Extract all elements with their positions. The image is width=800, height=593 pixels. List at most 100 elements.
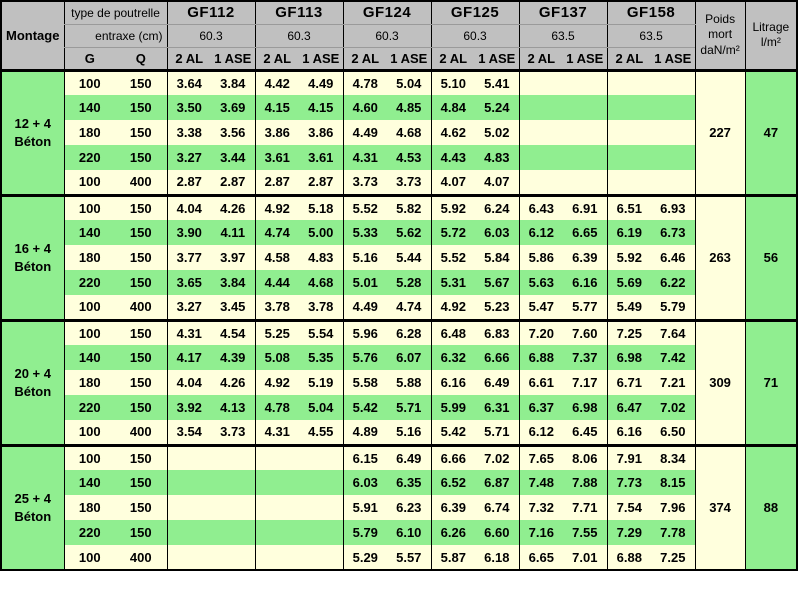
al-value-gf112: 3.38: [166, 120, 212, 145]
ase-value-gf125: 6.49: [475, 370, 520, 395]
al-value-gf113: 5.25: [254, 318, 300, 345]
ase-value-gf112: 4.26: [211, 370, 256, 395]
al-value-gf137: [518, 68, 564, 95]
al-value-gf125: 5.99: [430, 395, 476, 420]
al-value-gf125: 4.43: [430, 145, 476, 170]
al-value-gf124: 6.03: [342, 470, 388, 495]
entraxe-gf113: 60.3: [254, 24, 344, 48]
al-value-gf112: [166, 470, 212, 495]
al-value-gf124: 5.29: [342, 545, 388, 570]
ase-value-gf158: 6.93: [651, 193, 696, 220]
litrage-value: 56: [744, 193, 798, 320]
al-value-gf124: 5.33: [342, 220, 388, 245]
g-value: 100: [63, 318, 115, 345]
ase-value-gf137: [563, 145, 608, 170]
al-value-gf112: 3.77: [166, 245, 212, 270]
ase-value-gf158: 7.21: [651, 370, 696, 395]
q-value: 150: [115, 220, 168, 245]
ase-value-gf113: 4.83: [299, 245, 344, 270]
al-value-gf112: 3.27: [166, 145, 212, 170]
g-value: 140: [63, 95, 115, 120]
ase-value-gf158: 8.15: [651, 470, 696, 495]
ase-value-gf113: 3.78: [299, 295, 344, 320]
table-row: 16 + 4 Béton 100 150 4.04 4.26 4.92 5.18 5.52 5.…: [1, 193, 798, 320]
ase-value-gf137: 5.77: [563, 295, 608, 320]
ase-header-gf113: 1 ASE: [299, 47, 344, 72]
al-value-gf158: 7.29: [606, 520, 652, 545]
al-value-gf158: 7.73: [606, 470, 652, 495]
ase-value-gf124: 6.10: [387, 520, 432, 545]
table-body: 12 + 4 Béton 100 150 3.64 3.84 4.42 4.49 4.78 5.…: [1, 68, 798, 570]
ase-header-gf124: 1 ASE: [387, 47, 432, 72]
ase-value-gf137: 7.55: [563, 520, 608, 545]
al-value-gf125: 6.66: [430, 443, 476, 470]
ase-value-gf113: 5.35: [299, 345, 344, 370]
ase-value-gf125: 6.60: [475, 520, 520, 545]
al-value-gf124: 4.31: [342, 145, 388, 170]
al-value-gf113: [254, 520, 300, 545]
al-value-gf158: 6.16: [606, 420, 652, 445]
al-value-gf113: [254, 443, 300, 470]
al-value-gf137: 7.20: [518, 318, 564, 345]
ase-value-gf124: 5.16: [387, 420, 432, 445]
ase-value-gf137: 6.65: [563, 220, 608, 245]
ase-value-gf113: [299, 520, 344, 545]
al-value-gf112: 4.04: [166, 193, 212, 220]
al-value-gf137: 6.12: [518, 220, 564, 245]
al-value-gf112: 3.27: [166, 295, 212, 320]
ase-value-gf125: 5.02: [475, 120, 520, 145]
ase-value-gf113: [299, 443, 344, 470]
ase-value-gf137: 6.16: [563, 270, 608, 295]
table-row: 220 150 5.79 6.10 6.26 6.60 7.16 7.55 7.29 7.78: [1, 520, 797, 545]
ase-value-gf124: 5.88: [387, 370, 432, 395]
al-value-gf137: [518, 170, 564, 195]
ase-value-gf125: 7.02: [475, 443, 520, 470]
table-header: Montage type de poutrelle GF112 GF113 GF…: [1, 1, 798, 72]
ase-value-gf158: 7.96: [651, 495, 696, 520]
al-value-gf137: 6.88: [518, 345, 564, 370]
q-value: 150: [115, 95, 168, 120]
ase-value-gf112: 2.87: [211, 170, 256, 195]
al-value-gf137: 7.32: [518, 495, 564, 520]
g-column-header: G: [63, 47, 115, 72]
q-value: 150: [115, 345, 168, 370]
ase-value-gf113: 5.19: [299, 370, 344, 395]
entraxe-gf112: 60.3: [166, 24, 256, 48]
al-value-gf158: 5.49: [606, 295, 652, 320]
al-value-gf158: 5.69: [606, 270, 652, 295]
al-value-gf137: 7.48: [518, 470, 564, 495]
ase-value-gf158: 6.22: [651, 270, 696, 295]
ase-value-gf125: 6.18: [475, 545, 520, 570]
table-row: 140 150 6.03 6.35 6.52 6.87 7.48 7.88 7.73 8.15: [1, 470, 797, 495]
ase-value-gf124: 4.68: [387, 120, 432, 145]
table-row: 220 150 3.92 4.13 4.78 5.04 5.42 5.71 5.99 6.31 6.…: [1, 395, 797, 420]
ase-value-gf125: 5.71: [475, 420, 520, 445]
al-value-gf124: 4.89: [342, 420, 388, 445]
type-de-poutrelle-label: type de poutrelle: [63, 1, 168, 25]
al-value-gf113: [254, 495, 300, 520]
ase-value-gf158: 7.78: [651, 520, 696, 545]
ase-value-gf112: [211, 470, 256, 495]
poids-value: 374: [694, 443, 746, 570]
ase-value-gf137: 7.17: [563, 370, 608, 395]
ase-value-gf113: [299, 495, 344, 520]
ase-value-gf137: [563, 120, 608, 145]
g-value: 100: [63, 295, 115, 320]
q-value: 400: [115, 420, 168, 445]
al-value-gf158: 6.19: [606, 220, 652, 245]
montage-cell: 20 + 4 Béton: [1, 318, 64, 445]
al-value-gf124: 4.78: [342, 68, 388, 95]
q-value: 150: [115, 145, 168, 170]
table-row: 140 150 3.50 3.69 4.15 4.15 4.60 4.85 4.84 5.24: [1, 95, 797, 120]
ase-value-gf137: 7.88: [563, 470, 608, 495]
al-value-gf113: 4.15: [254, 95, 300, 120]
ase-value-gf158: 8.34: [651, 443, 696, 470]
ase-value-gf125: 5.24: [475, 95, 520, 120]
ase-value-gf124: 4.74: [387, 295, 432, 320]
litrage-header: Litrage l/m²: [744, 1, 798, 72]
al-value-gf113: 4.44: [254, 270, 300, 295]
al-value-gf113: 5.08: [254, 345, 300, 370]
al-value-gf124: 5.58: [342, 370, 388, 395]
al-value-gf137: [518, 120, 564, 145]
ase-value-gf113: 3.86: [299, 120, 344, 145]
